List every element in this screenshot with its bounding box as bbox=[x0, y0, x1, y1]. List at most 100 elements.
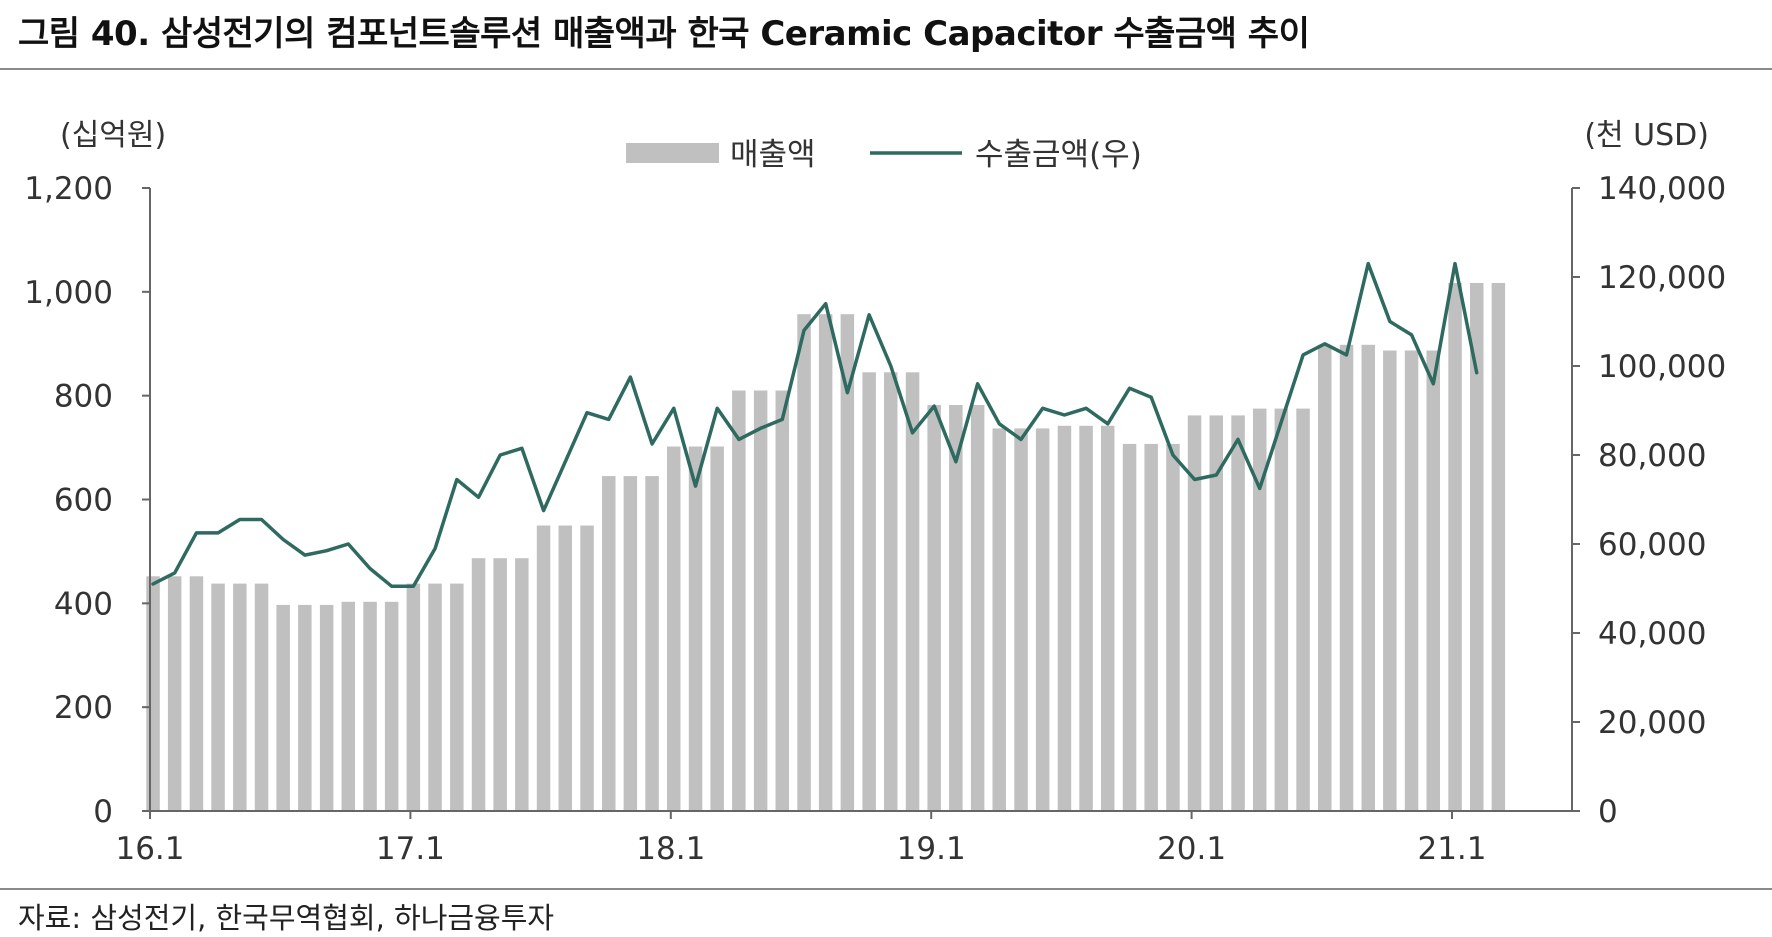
bottom-rule bbox=[0, 888, 1772, 890]
bar bbox=[319, 604, 334, 811]
bar bbox=[1383, 350, 1397, 811]
x-tick-label: 16.1 bbox=[115, 831, 184, 867]
bar bbox=[1144, 443, 1158, 811]
right-tick-label: 40,000 bbox=[1598, 616, 1706, 652]
bar bbox=[732, 390, 746, 811]
bar bbox=[840, 314, 855, 811]
bar bbox=[1187, 415, 1202, 811]
bar-series-revenue bbox=[146, 283, 1506, 811]
bar bbox=[1274, 408, 1289, 811]
left-tick-label: 1,000 bbox=[24, 275, 113, 311]
right-axis-ticks: 0 20,000 40,000 60,000 80,000 100,000 120,000 1… bbox=[1572, 171, 1726, 830]
bar bbox=[1296, 408, 1310, 811]
bar bbox=[1470, 283, 1484, 811]
bar bbox=[1491, 283, 1506, 811]
right-tick-label: 100,000 bbox=[1598, 349, 1726, 385]
bar bbox=[602, 476, 616, 811]
left-tick-label: 800 bbox=[54, 379, 113, 415]
x-tick-label: 18.1 bbox=[636, 831, 705, 867]
legend: 매출액 수출금액(우) bbox=[626, 137, 1142, 173]
legend-label-revenue: 매출액 bbox=[730, 137, 816, 173]
bar bbox=[710, 446, 724, 811]
bar bbox=[211, 583, 225, 811]
legend-label-export: 수출금액(우) bbox=[975, 137, 1142, 173]
bar bbox=[818, 314, 833, 811]
bar bbox=[428, 583, 442, 811]
bar bbox=[406, 583, 421, 811]
x-tick-label: 20.1 bbox=[1157, 831, 1226, 867]
x-axis-ticks: 16.1 17.1 18.1 19.1 20.1 21.1 bbox=[115, 811, 1487, 867]
bar bbox=[1404, 350, 1419, 811]
bar bbox=[254, 583, 269, 811]
bar bbox=[992, 428, 1006, 811]
bar bbox=[688, 446, 703, 811]
bar bbox=[276, 604, 290, 811]
right-tick-label: 0 bbox=[1598, 794, 1618, 830]
bar bbox=[667, 446, 681, 811]
bar bbox=[341, 601, 355, 811]
bar bbox=[1057, 425, 1072, 811]
bar bbox=[1318, 344, 1332, 811]
bar bbox=[580, 525, 594, 811]
left-tick-label: 200 bbox=[54, 690, 113, 726]
bar bbox=[949, 405, 963, 811]
bar bbox=[905, 372, 920, 811]
bar bbox=[1361, 344, 1375, 811]
bar bbox=[797, 314, 811, 811]
x-tick-label: 17.1 bbox=[376, 831, 445, 867]
bar bbox=[862, 372, 876, 811]
bar bbox=[1448, 283, 1462, 811]
bar bbox=[1014, 428, 1028, 811]
bar bbox=[146, 576, 160, 811]
bar bbox=[884, 372, 898, 811]
right-tick-label: 60,000 bbox=[1598, 527, 1706, 563]
bar bbox=[450, 583, 464, 811]
right-tick-label: 140,000 bbox=[1598, 171, 1726, 207]
bar bbox=[1079, 425, 1093, 811]
right-tick-label: 80,000 bbox=[1598, 438, 1706, 474]
x-tick-label: 19.1 bbox=[897, 831, 966, 867]
source-note: 자료: 삼성전기, 한국무역협회, 하나금융투자 bbox=[18, 901, 555, 935]
bar bbox=[233, 583, 247, 811]
bar bbox=[1209, 415, 1223, 811]
export-amount-line bbox=[151, 261, 1479, 589]
left-axis-unit: (십억원) bbox=[60, 118, 166, 153]
bar bbox=[1122, 443, 1137, 811]
bar bbox=[753, 390, 768, 811]
figure-title: 그림 40. 삼성전기의 컴포넌트솔루션 매출액과 한국 Ceramic Cap… bbox=[18, 14, 1310, 54]
bar bbox=[623, 476, 638, 811]
right-tick-label: 120,000 bbox=[1598, 260, 1726, 296]
bar bbox=[189, 576, 204, 811]
right-axis-unit: (천 USD) bbox=[1584, 118, 1709, 153]
bar bbox=[927, 405, 941, 811]
bar bbox=[1339, 344, 1354, 811]
bar bbox=[298, 604, 312, 811]
bar bbox=[363, 601, 377, 811]
left-tick-label: 0 bbox=[93, 794, 113, 830]
top-rule bbox=[0, 68, 1772, 70]
bar bbox=[1166, 443, 1180, 811]
bar bbox=[493, 558, 507, 811]
bar bbox=[775, 390, 789, 811]
bar bbox=[167, 576, 182, 811]
bar bbox=[1035, 428, 1050, 811]
bar bbox=[970, 405, 985, 811]
right-tick-label: 20,000 bbox=[1598, 705, 1706, 741]
left-axis-ticks: 0 200 400 600 800 1,000 1,200 bbox=[24, 171, 150, 830]
left-tick-label: 1,200 bbox=[24, 171, 113, 207]
bar bbox=[645, 476, 659, 811]
bar bbox=[384, 601, 399, 811]
legend-swatch-revenue bbox=[626, 143, 719, 163]
left-tick-label: 600 bbox=[54, 483, 113, 519]
left-tick-label: 400 bbox=[54, 586, 113, 622]
bar bbox=[1253, 408, 1267, 811]
bar bbox=[536, 525, 551, 811]
x-tick-label: 21.1 bbox=[1417, 831, 1486, 867]
bar bbox=[471, 558, 486, 811]
bar bbox=[1231, 415, 1245, 811]
bar bbox=[1426, 350, 1440, 811]
bar bbox=[1101, 425, 1115, 811]
bar bbox=[558, 525, 572, 811]
line-series-export bbox=[151, 261, 1479, 589]
